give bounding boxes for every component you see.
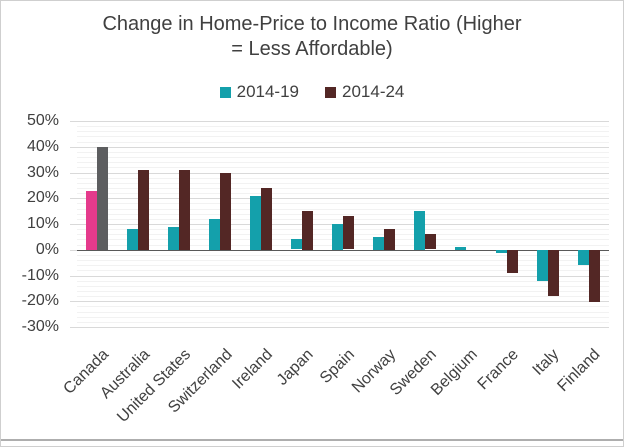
x-axis-label: Finland [554, 346, 604, 396]
y-axis-tick [70, 147, 77, 148]
gridline-minor [77, 265, 609, 266]
gridline-minor [77, 286, 609, 287]
y-axis-tick [70, 276, 77, 277]
gridline-minor [77, 317, 609, 318]
gridline-major [77, 198, 609, 199]
legend-swatch-icon [325, 86, 336, 98]
y-axis-label: 40% [26, 138, 59, 155]
gridline-minor [77, 126, 609, 127]
y-axis-label: 50% [26, 112, 59, 129]
y-axis-tick [70, 327, 77, 328]
bar-2014-19-norway [372, 237, 384, 250]
bar-2014-24-spain [343, 216, 354, 249]
y-axis-tick [70, 250, 77, 251]
legend-item-2014-24: 2014-24 [325, 82, 404, 102]
y-axis: 50% 40% 30% 20% 10% 0% -10% -20% -30% [1, 1, 77, 446]
y-axis-label: 10% [26, 215, 59, 232]
y-axis-tick [70, 198, 77, 199]
bar-2014-19-switzerland [209, 219, 221, 250]
gridline-major [77, 276, 609, 277]
y-axis-label: 0% [35, 241, 59, 258]
bar-2014-19-finland [577, 250, 589, 265]
x-axis-label: France [474, 346, 522, 394]
gridline-minor [77, 193, 609, 194]
y-axis-label: -10% [21, 267, 59, 284]
gridline-minor [77, 209, 609, 210]
bar-2014-24-united-states [179, 170, 191, 250]
gridline-major [77, 121, 609, 122]
x-axis-label: Ireland [229, 346, 277, 393]
x-axis-label: Japan [274, 346, 318, 389]
y-axis-label: -30% [21, 318, 59, 335]
bar-2014-24-japan [302, 211, 314, 250]
gridline-minor [77, 142, 609, 143]
gridline-minor [77, 167, 609, 168]
chart-legend: 2014-19 2014-24 [1, 82, 623, 102]
gridline-minor [77, 322, 609, 323]
bar-2014-24-italy [547, 250, 559, 296]
chart-title-line1: Change in Home-Price to Income Ratio (Hi… [102, 13, 522, 35]
gridline-major [77, 173, 609, 174]
gridline-minor [77, 178, 609, 179]
bar-2014-24-france [506, 250, 518, 273]
gridline-major [77, 327, 609, 328]
gridline-minor [77, 260, 609, 261]
legend-item-2014-19: 2014-19 [219, 82, 299, 102]
gridline-minor [77, 157, 609, 158]
chart-title: Change in Home-Price to Income Ratio (Hi… [1, 12, 623, 62]
y-axis-tick [70, 301, 77, 302]
y-axis-tick [70, 224, 77, 225]
y-axis-label: -20% [21, 292, 59, 309]
bar-2014-19-sweden [413, 211, 425, 250]
gridline-major [77, 147, 609, 148]
gridline-minor [77, 312, 609, 313]
bar-2014-19-italy [536, 250, 548, 281]
gridline-minor [77, 162, 609, 163]
legend-label: 2014-24 [342, 82, 405, 101]
gridline-minor [77, 152, 609, 153]
bar-2014-19-spain [332, 224, 343, 250]
bottom-divider [1, 439, 623, 441]
y-axis-tick [70, 173, 77, 174]
gridline-minor [77, 188, 609, 189]
bar-2014-24-ireland [261, 188, 273, 250]
legend-label: 2014-19 [236, 82, 299, 101]
gridline-minor [77, 291, 609, 292]
gridline-minor [77, 255, 609, 256]
x-axis-label: Italy [529, 346, 563, 379]
y-axis-label: 30% [26, 164, 59, 181]
gridline-minor [77, 306, 609, 307]
bar-2014-24-sweden [424, 234, 436, 249]
gridline-minor [77, 203, 609, 204]
bar-2014-24-finland [588, 250, 600, 302]
bar-2014-19-canada [86, 191, 98, 250]
bar-2014-19-france [495, 250, 507, 253]
gridline-minor [77, 296, 609, 297]
bar-2014-19-australia [127, 229, 139, 250]
gridline-minor [77, 214, 609, 215]
bar-2014-19-united-states [168, 227, 180, 250]
bar-2014-19-belgium [454, 247, 466, 250]
bar-2014-19-ireland [250, 196, 262, 250]
bar-2014-24-canada [97, 147, 109, 250]
gridline-minor [77, 131, 609, 132]
gridline-minor [77, 270, 609, 271]
bar-2014-24-switzerland [220, 173, 232, 250]
gridline-major [77, 301, 609, 302]
y-axis-tick [70, 121, 77, 122]
y-axis-label: 20% [26, 189, 59, 206]
gridline-minor [77, 183, 609, 184]
bar-2014-24-australia [138, 170, 150, 250]
gridline-minor [77, 136, 609, 137]
gridline-minor [77, 281, 609, 282]
plot-area [77, 121, 609, 328]
legend-swatch-icon [219, 86, 231, 98]
bar-2014-24-norway [383, 229, 395, 250]
bar-2014-19-japan [291, 239, 303, 249]
chart-title-line2: = Less Affordable) [231, 38, 393, 60]
gridline-zero [77, 250, 609, 251]
